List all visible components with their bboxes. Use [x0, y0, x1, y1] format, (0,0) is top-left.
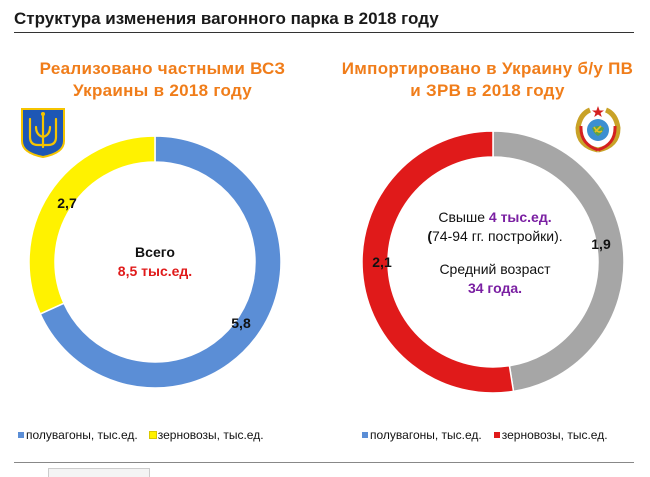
bottom-divider [14, 462, 634, 463]
average-age-label: Средний возраст [395, 260, 595, 279]
legend-swatch [18, 432, 24, 438]
center-total-label: Всего [80, 243, 230, 262]
right-donut-center-text: Свыше 4 тыс.ед. (74-94 гг. постройки). С… [395, 208, 595, 298]
donut-slice [29, 136, 155, 314]
import-prefix: Свыше [438, 209, 489, 225]
legend-item: зерновозы, тыс.ед. [494, 428, 608, 442]
legend-item: полувагоны, тыс.ед. [362, 428, 482, 442]
slice-value-label: 2,1 [372, 254, 392, 270]
legend-item: полувагоны, тыс.ед. [18, 428, 138, 442]
legend-swatch [494, 432, 500, 438]
right-chart-legend: полувагоны, тыс.ед. зерновозы, тыс.ед. [362, 428, 616, 442]
import-amount-line: Свыше 4 тыс.ед. [395, 208, 595, 227]
import-amount: 4 тыс.ед. [489, 209, 552, 225]
left-donut-center-text: Всего 8,5 тыс.ед. [80, 243, 230, 281]
legend-label: зерновозы, тыс.ед. [158, 428, 264, 442]
build-years-line: (74-94 гг. постройки). [395, 227, 595, 246]
legend-swatch [150, 432, 156, 438]
build-years: 74-94 гг. постройки). [432, 228, 563, 244]
slice-value-label: 5,8 [231, 315, 251, 331]
average-age-value: 34 года. [395, 279, 595, 298]
legend-item: зерновозы, тыс.ед. [150, 428, 264, 442]
legend-swatch [362, 432, 368, 438]
slice-value-label: 2,7 [57, 195, 77, 211]
legend-label: полувагоны, тыс.ед. [370, 428, 482, 442]
legend-label: полувагоны, тыс.ед. [26, 428, 138, 442]
center-total-value: 8,5 тыс.ед. [80, 262, 230, 281]
legend-label: зерновозы, тыс.ед. [502, 428, 608, 442]
left-chart-legend: полувагоны, тыс.ед. зерновозы, тыс.ед. [18, 428, 272, 442]
